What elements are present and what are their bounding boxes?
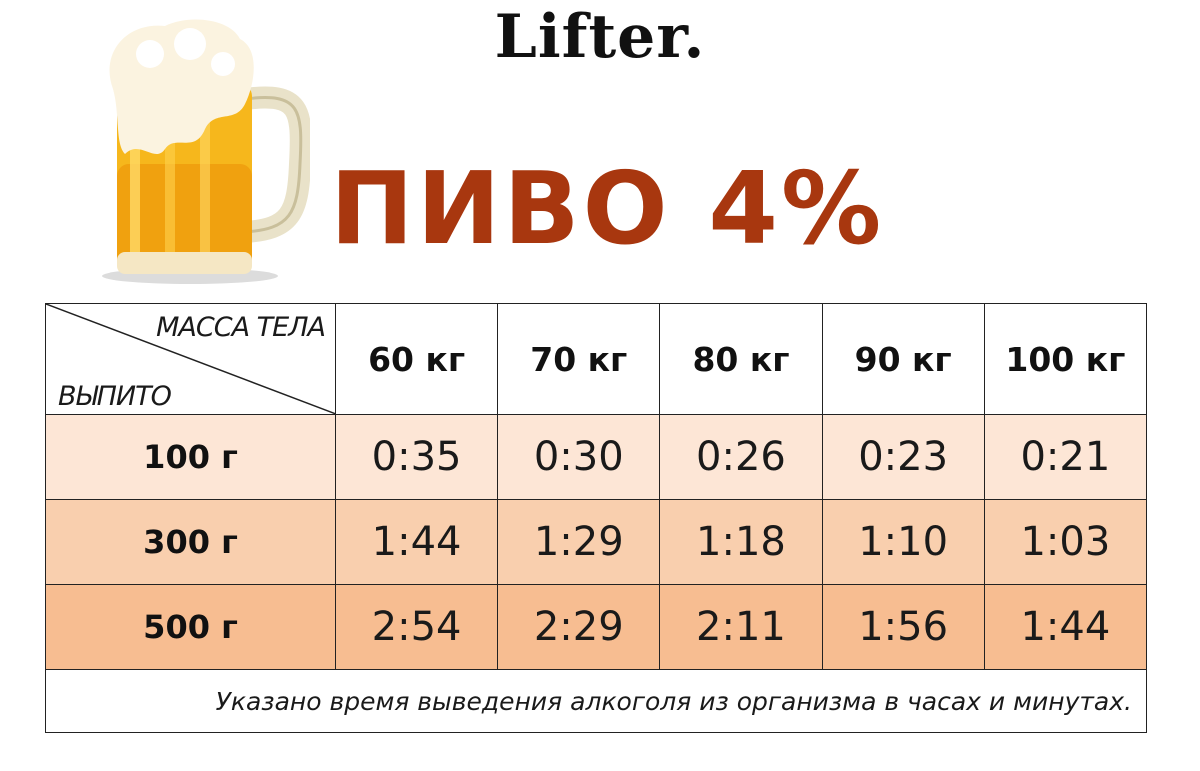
corner-label-drunk: ВЫПИТО	[58, 381, 172, 412]
column-header: 90 кг	[821, 303, 985, 415]
table-cell: 1:44	[334, 499, 499, 585]
table-cell: 1:29	[497, 499, 661, 585]
row-header: 100 г	[45, 414, 336, 500]
table-cell: 0:26	[659, 414, 823, 500]
column-header: 80 кг	[659, 303, 823, 415]
table-footer-row: Указано время выведения алкоголя из орга…	[45, 669, 1147, 733]
beer-mug-icon	[102, 19, 310, 284]
row-header: 300 г	[45, 499, 336, 585]
table-cell: 1:10	[821, 499, 985, 585]
table-header-row: МАССА ТЕЛА ВЫПИТО 60 кг 70 кг 80 кг 90 к…	[45, 303, 1148, 415]
table-cell: 1:56	[821, 584, 985, 670]
column-header: 100 кг	[983, 303, 1148, 415]
corner-cell: МАССА ТЕЛА ВЫПИТО	[45, 303, 336, 415]
table-row: 100 г 0:35 0:30 0:26 0:23 0:21	[45, 414, 1148, 500]
table-cell: 2:29	[497, 584, 661, 670]
column-header: 60 кг	[334, 303, 499, 415]
table-cell: 1:18	[659, 499, 823, 585]
alcohol-elimination-table: МАССА ТЕЛА ВЫПИТО 60 кг 70 кг 80 кг 90 к…	[45, 303, 1148, 733]
table-cell: 0:21	[983, 414, 1148, 500]
column-header: 70 кг	[497, 303, 661, 415]
table-row: 500 г 2:54 2:29 2:11 1:56 1:44	[45, 584, 1148, 670]
table-row: 300 г 1:44 1:29 1:18 1:10 1:03	[45, 499, 1148, 585]
corner-label-body-mass: МАССА ТЕЛА	[156, 312, 326, 343]
table-cell: 0:30	[497, 414, 661, 500]
table-cell: 1:03	[983, 499, 1148, 585]
row-header: 500 г	[45, 584, 336, 670]
lifter-logo: Lifter.	[494, 2, 706, 72]
page-title: ПИВО 4%	[330, 150, 885, 267]
table-cell: 1:44	[983, 584, 1148, 670]
footnote: Указано время выведения алкоголя из орга…	[45, 669, 1147, 733]
table-cell: 0:23	[821, 414, 985, 500]
diagonal-divider	[46, 304, 336, 414]
table-cell: 2:11	[659, 584, 823, 670]
table-cell: 2:54	[334, 584, 499, 670]
table-cell: 0:35	[334, 414, 499, 500]
